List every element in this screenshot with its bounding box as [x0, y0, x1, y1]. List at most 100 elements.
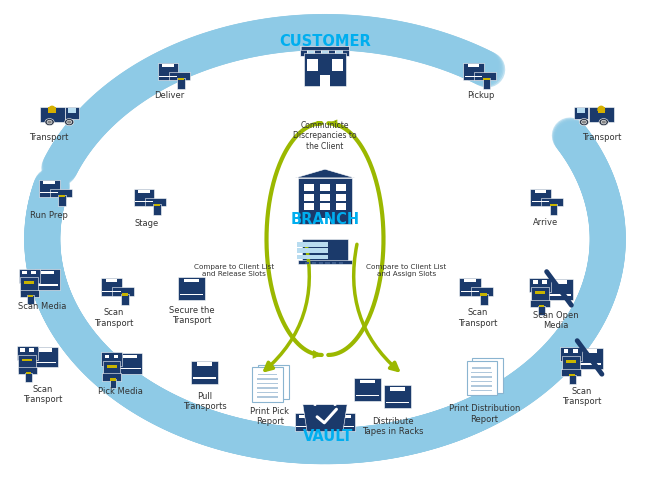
Bar	[314, 46, 321, 56]
Text: Scan Open
Media: Scan Open Media	[533, 311, 578, 330]
Bar	[297, 254, 328, 259]
Bar	[530, 189, 551, 206]
Bar	[305, 262, 309, 263]
Text: Scan
Transport: Scan Transport	[23, 385, 62, 404]
Circle shape	[45, 119, 54, 126]
Bar	[177, 78, 185, 89]
Bar	[65, 107, 79, 119]
Bar	[24, 281, 34, 284]
Bar	[19, 269, 40, 282]
Bar	[107, 365, 116, 368]
Bar	[312, 262, 316, 263]
Bar	[579, 363, 601, 364]
Bar	[463, 63, 484, 80]
Text: Deliver: Deliver	[154, 91, 184, 100]
Bar	[561, 369, 580, 376]
Text: Compare to Client List
and Assign Slots: Compare to Client List and Assign Slots	[366, 264, 447, 277]
Text: CUSTOMER: CUSTOMER	[279, 35, 371, 49]
Bar	[464, 280, 476, 282]
Bar	[68, 107, 76, 113]
Bar	[31, 271, 36, 274]
Bar	[541, 198, 563, 206]
Bar	[298, 260, 352, 264]
Bar	[483, 78, 491, 89]
Bar	[22, 271, 27, 274]
Circle shape	[601, 120, 606, 124]
Bar	[532, 201, 549, 202]
Bar	[294, 413, 316, 431]
Bar	[326, 262, 330, 263]
Bar	[28, 295, 33, 297]
Bar	[569, 375, 576, 385]
Bar	[193, 378, 216, 379]
Bar	[162, 64, 174, 67]
Bar	[468, 64, 479, 67]
Text: Scan
Transport: Scan Transport	[94, 308, 133, 327]
Bar	[118, 353, 142, 374]
Bar	[337, 184, 346, 191]
Bar	[20, 349, 25, 352]
Bar	[307, 59, 318, 71]
Bar	[533, 280, 538, 283]
Bar	[58, 195, 66, 206]
Bar	[258, 365, 289, 399]
Text: Pickup: Pickup	[467, 91, 495, 100]
Text: Transport: Transport	[29, 133, 68, 142]
Text: Scan Media: Scan Media	[18, 302, 66, 311]
Bar	[326, 263, 330, 264]
Bar	[49, 189, 72, 197]
Bar	[473, 358, 503, 392]
Bar	[138, 190, 150, 193]
Bar	[102, 373, 121, 381]
Bar	[35, 269, 60, 290]
Circle shape	[599, 119, 608, 126]
Bar	[474, 72, 496, 80]
Bar	[20, 278, 38, 293]
Bar	[577, 107, 585, 113]
Bar	[577, 348, 603, 369]
Bar	[304, 184, 313, 191]
Bar	[153, 204, 161, 215]
Bar	[37, 284, 58, 285]
Text: Stage: Stage	[134, 219, 159, 228]
Polygon shape	[295, 169, 355, 178]
Bar	[356, 394, 379, 396]
Bar	[25, 373, 32, 382]
Bar	[589, 107, 614, 122]
Bar	[484, 78, 489, 80]
Bar	[20, 289, 38, 297]
Bar	[551, 204, 556, 206]
Bar	[560, 347, 582, 361]
Bar	[535, 190, 546, 193]
Bar	[342, 46, 349, 56]
Bar	[318, 262, 323, 263]
Text: VAULT: VAULT	[303, 429, 354, 444]
Bar	[44, 181, 55, 184]
Bar	[27, 295, 34, 305]
Bar	[305, 263, 309, 264]
Bar	[339, 263, 343, 264]
Bar	[549, 294, 571, 295]
Bar	[35, 362, 56, 363]
Bar	[102, 291, 120, 292]
Bar	[320, 194, 330, 201]
Circle shape	[579, 119, 589, 126]
Bar	[386, 402, 410, 403]
Bar	[320, 203, 330, 210]
Bar	[471, 376, 493, 378]
Text: Secure the
Transport: Secure the Transport	[169, 306, 214, 325]
Text: Arrive: Arrive	[534, 218, 558, 227]
Bar	[335, 426, 354, 427]
Bar	[328, 46, 335, 56]
Bar	[543, 280, 547, 283]
Bar	[41, 271, 55, 274]
Bar	[530, 300, 550, 307]
Bar	[197, 362, 213, 366]
Bar	[300, 46, 307, 56]
Bar	[158, 63, 179, 80]
Bar	[573, 349, 578, 352]
Bar	[390, 387, 406, 391]
Bar	[318, 263, 323, 264]
Bar	[184, 279, 200, 282]
Bar	[460, 278, 481, 296]
